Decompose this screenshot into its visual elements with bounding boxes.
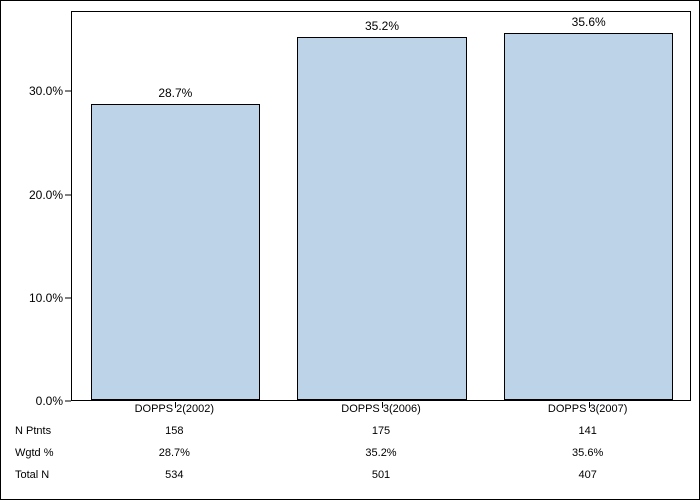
table-cell: DOPPS 3(2007): [548, 403, 627, 415]
bar: [504, 33, 673, 400]
table-cell: DOPPS 2(2002): [135, 403, 214, 415]
table-row-label: N Ptnts: [15, 425, 71, 437]
bars-group: 28.7% 35.2% 35.6%: [72, 12, 690, 400]
plot-area: 28.7% 35.2% 35.6%: [71, 11, 691, 401]
chart-container: 0.0%10.0%20.0%30.0% 28.7%35.2%35.6% DOPP…: [0, 0, 700, 500]
table-cell: 35.2%: [365, 447, 396, 459]
bar-value-label: 35.2%: [365, 19, 399, 33]
table-cell: 141: [578, 425, 596, 437]
bar: [91, 104, 260, 400]
table-cell: 407: [578, 469, 596, 481]
bar: [297, 37, 466, 400]
table-cell: 534: [165, 469, 183, 481]
table-cell: 501: [372, 469, 390, 481]
y-tick-label: 20.0%: [29, 188, 63, 202]
table-cell: 175: [372, 425, 390, 437]
table-row-label: Total N: [15, 469, 71, 481]
table-row: DOPPS 2(2002) DOPPS 3(2006) DOPPS 3(2007): [1, 403, 700, 425]
bar-value-label: 35.6%: [572, 15, 606, 29]
y-axis: 0.0%10.0%20.0%30.0%: [1, 11, 71, 401]
bar-value-label: 28.7%: [158, 86, 192, 100]
y-tick-label: 30.0%: [29, 84, 63, 98]
table-cell: 35.6%: [572, 447, 603, 459]
table-row: Total N 534 501 407: [1, 469, 700, 491]
table-row: Wgtd % 28.7% 35.2% 35.6%: [1, 447, 700, 469]
table-cell: 28.7%: [159, 447, 190, 459]
table-cell: 158: [165, 425, 183, 437]
table-row-label: Wgtd %: [15, 447, 71, 459]
table-row: N Ptnts 158 175 141: [1, 425, 700, 447]
table-cell: DOPPS 3(2006): [341, 403, 420, 415]
y-tick-label: 10.0%: [29, 291, 63, 305]
